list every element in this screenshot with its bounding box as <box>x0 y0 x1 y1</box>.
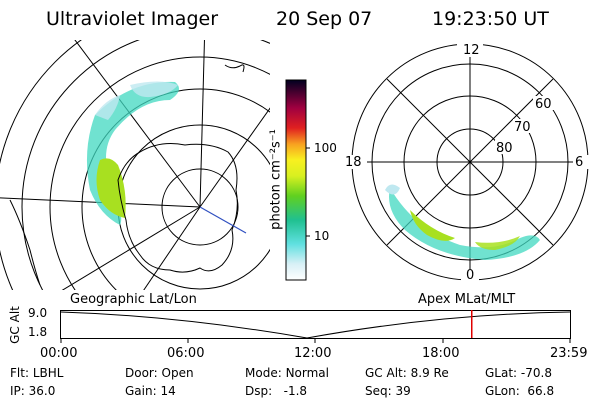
aurora-emission <box>86 81 179 225</box>
date-label: 20 Sep 07 <box>276 8 373 30</box>
lat-circle <box>81 88 270 290</box>
colorbar-unit-label: photon cm⁻²s⁻¹ <box>268 129 284 230</box>
colorbar-tick-100: 100 <box>314 141 337 155</box>
x-tick-0000: 00:00 <box>40 346 78 361</box>
track-line <box>199 206 247 234</box>
apex-label: Apex MLat/MLT <box>418 292 516 307</box>
info-dsp: Dsp: -1.8 <box>245 384 308 398</box>
coastline <box>224 64 245 73</box>
timeline-axis-title: GC Alt <box>8 306 22 344</box>
time-label: 19:23:50 UT <box>432 8 549 30</box>
mlt-label-dusk: 18 <box>345 155 362 170</box>
info-gain: Gain: 14 <box>125 384 176 398</box>
x-tick-1200: 12:00 <box>294 346 332 361</box>
x-tick-1800: 18:00 <box>422 346 460 361</box>
mlt-label-noon: 12 <box>463 43 480 58</box>
info-door: Door: Open <box>125 366 194 380</box>
info-flt: Flt: LBHL <box>10 366 64 380</box>
colorbar-tick-10: 10 <box>314 229 330 243</box>
mlat-label-60: 60 <box>535 97 552 112</box>
meridian <box>74 40 201 208</box>
colorbar-scale <box>285 79 307 281</box>
instrument-title: Ultraviolet Imager <box>46 8 219 30</box>
coastline <box>117 143 238 273</box>
polar-plot <box>343 43 589 283</box>
y-tick-1.8: 1.8 <box>28 325 48 339</box>
altitude-curve <box>60 311 571 339</box>
mlt-label-midnight: 0 <box>466 268 475 283</box>
meridian <box>61 206 201 290</box>
lat-circle <box>161 168 239 246</box>
meridian <box>0 197 201 208</box>
info-seq: Seq: 39 <box>365 384 411 398</box>
y-tick-9: 9.0 <box>28 306 48 320</box>
meridian <box>199 40 205 208</box>
mlat-label-80: 80 <box>496 141 513 156</box>
altitude-timeline <box>60 310 571 343</box>
meridian <box>199 107 270 208</box>
aurora-oval <box>385 184 540 260</box>
info-ip: IP: 36.0 <box>10 384 56 398</box>
lat-circle <box>21 40 270 290</box>
x-tick-2359: 23:59 <box>550 346 588 361</box>
info-glon: GLon: 66.8 <box>485 384 555 398</box>
mlt-label-dawn: 6 <box>575 155 584 170</box>
coastline <box>9 199 41 286</box>
x-tick-0600: 06:00 <box>167 346 205 361</box>
info-mode: Mode: Normal <box>245 366 329 380</box>
lat-circle <box>49 56 270 290</box>
info-glat: GLat: -70.8 <box>485 366 552 380</box>
meridian <box>143 206 201 290</box>
geographic-map <box>0 40 270 290</box>
info-gc-alt: GC Alt: 8.9 Re <box>365 366 449 380</box>
colorbar <box>285 79 310 281</box>
geographic-label: Geographic Lat/Lon <box>70 292 197 307</box>
mlat-label-70: 70 <box>514 120 531 135</box>
